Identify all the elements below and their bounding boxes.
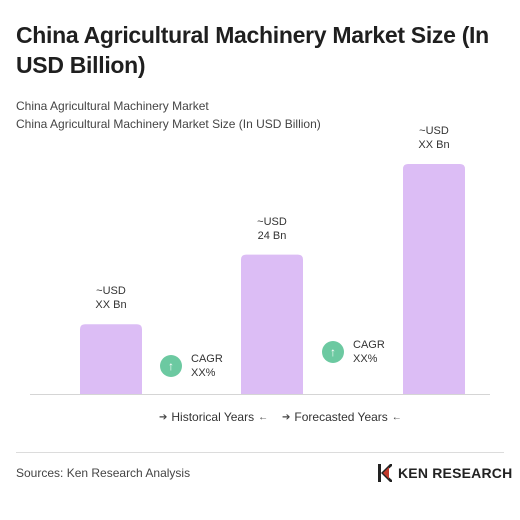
ken-research-logo-icon [378, 464, 392, 482]
up-arrow-icon: ↑ [322, 341, 344, 363]
bar-value-label-1: ~USD XX Bn [71, 284, 151, 312]
cagr-text: CAGR XX% [191, 352, 223, 380]
up-arrow-icon: ↑ [160, 355, 182, 377]
bar-value-label-line: 24 Bn [257, 229, 287, 242]
bar-value-label-3: ~USD XX Bn [394, 124, 474, 152]
cagr-text: CAGR XX% [353, 338, 385, 366]
period-forecast: ➔ Forecasted Years ← [278, 410, 406, 424]
bar-3 [403, 164, 465, 394]
right-arrow-icon: ➔ [282, 411, 291, 423]
left-arrow-icon: ← [258, 411, 269, 423]
right-arrow-icon: ➔ [159, 411, 168, 423]
bar-1 [80, 324, 142, 394]
chart-caption: China Agricultural Machinery Market Size… [16, 117, 321, 131]
cagr-label: CAGR [353, 339, 385, 351]
cagr-badge-forecast: ↑ CAGR XX% [322, 338, 385, 366]
bar-value-label-line: XX Bn [418, 139, 450, 151]
cagr-label: CAGR [191, 353, 223, 365]
bar-value-label-2: ~USD 24 Bn [232, 215, 312, 243]
footer-divider [16, 452, 504, 453]
period-historical: ➔ Historical Years ← [155, 410, 272, 424]
bar-2 [241, 254, 303, 394]
left-arrow-icon: ← [391, 411, 402, 423]
source-note: Sources: Ken Research Analysis [16, 466, 191, 480]
cagr-badge-historical: ↑ CAGR XX% [160, 352, 223, 380]
bar-value-label-line: ~USD [96, 285, 126, 298]
period-label: Historical Years [171, 410, 255, 424]
page-title: China Agricultural Machinery Market Size… [16, 22, 489, 78]
cagr-value: XX% [191, 367, 216, 379]
bar-value-label-line: XX Bn [95, 299, 127, 312]
cagr-value: XX% [353, 353, 378, 365]
period-label: Forecasted Years [294, 410, 388, 424]
chart-subtitle: China Agricultural Machinery Market [16, 99, 209, 113]
brand-name: KEN RESEARCH [398, 465, 513, 481]
bar-value-label-line: ~USD [257, 215, 287, 228]
bar-value-label-line: ~USD [419, 125, 449, 137]
brand: KEN RESEARCH [378, 464, 512, 482]
